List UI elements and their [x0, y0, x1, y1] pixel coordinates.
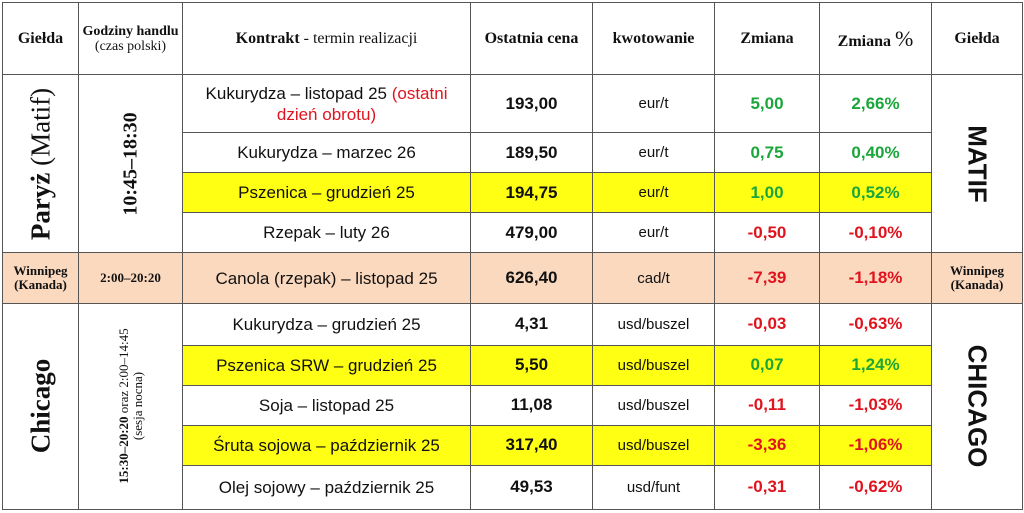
header-exchange-left: Giełda	[2, 1, 79, 76]
header-contract: Kontrakt - termin realizacji	[182, 1, 471, 76]
contract-cell: Kukurydza – marzec 26	[182, 132, 471, 174]
contract-cell: Soja – listopad 25	[182, 384, 471, 426]
unit-cell: eur/t	[592, 212, 715, 254]
table-row: Rzepak – luty 26 479,00 eur/t -0,50 -0,1…	[3, 212, 1023, 254]
change-cell: -0,03	[714, 302, 820, 346]
contract-cell: Olej sojowy – październik 25	[182, 464, 471, 511]
table-row: Śruta sojowa – październik 25 317,40 usd…	[3, 424, 1023, 466]
price-cell: 49,53	[470, 464, 593, 511]
price-cell: 626,40	[470, 252, 593, 304]
unit-cell: usd/buszel	[592, 384, 715, 426]
change-cell: -0,50	[714, 212, 820, 254]
price-cell: 4,31	[470, 302, 593, 346]
table-row: Winnipeg (Kanada) 2:00–20:20 Canola (rzep…	[2, 252, 1023, 304]
change-cell: -0,31	[714, 464, 820, 511]
header-exchange-right: Giełda	[931, 1, 1023, 76]
change-percent-cell: -1,18%	[819, 252, 932, 304]
price-cell: 479,00	[470, 212, 593, 254]
change-cell: -7,39	[714, 252, 820, 304]
contract-cell: Rzepak – luty 26	[182, 212, 471, 254]
price-cell: 5,50	[470, 344, 593, 386]
unit-cell: cad/t	[592, 252, 715, 304]
unit-cell: eur/t	[592, 74, 715, 134]
contract-cell: Śruta sojowa – październik 25	[182, 424, 471, 466]
exchange-winnipeg: Winnipeg (Kanada)	[2, 252, 79, 304]
change-percent-cell: -0,62%	[819, 464, 932, 511]
unit-cell: usd/buszel	[592, 344, 715, 386]
header-last-price: Ostatnia cena	[470, 1, 593, 76]
hours-chicago: 15:30–20:20 oraz 2:00–14:45 (sesja nocna)	[78, 302, 183, 511]
table-row: Pszenica SRW – grudzień 25 5,50 usd/busz…	[3, 344, 1023, 386]
unit-cell: usd/funt	[592, 464, 715, 511]
exchange-chicago: Chicago	[2, 302, 79, 511]
price-cell: 193,00	[470, 74, 593, 134]
table-row: Kukurydza – marzec 26 189,50 eur/t 0,75 …	[3, 132, 1023, 174]
change-percent-cell: 0,52%	[819, 172, 932, 214]
unit-cell: eur/t	[592, 132, 715, 174]
hours-winnipeg: 2:00–20:20	[78, 252, 183, 304]
price-cell: 317,40	[470, 424, 593, 466]
exchange-tag-matif: MATIF	[931, 74, 1023, 254]
change-cell: -0,11	[714, 384, 820, 426]
change-percent-cell: 2,66%	[819, 74, 932, 134]
price-cell: 189,50	[470, 132, 593, 174]
table-row: Chicago 15:30–20:20 oraz 2:00–14:45 (sesj…	[2, 302, 1023, 511]
change-cell: 5,00	[714, 74, 820, 134]
exchange-tag-winnipeg: Winnipeg (Kanada)	[931, 252, 1023, 304]
price-cell: 194,75	[470, 172, 593, 214]
contract-cell: Canola (rzepak) – listopad 25	[182, 252, 471, 304]
change-percent-cell: -0,63%	[819, 302, 932, 346]
unit-cell: usd/buszel	[592, 424, 715, 466]
table-row: Pszenica – grudzień 25 194,75 eur/t 1,00…	[3, 172, 1023, 214]
contract-cell: Pszenica SRW – grudzień 25	[182, 344, 471, 386]
change-percent-cell: -1,03%	[819, 384, 932, 426]
change-percent-cell: -1,06%	[819, 424, 932, 466]
change-percent-cell: 1,24%	[819, 344, 932, 386]
exchange-tag-chicago: CHICAGO	[931, 302, 1023, 511]
unit-cell: usd/buszel	[592, 302, 715, 346]
table-row: Paryż (Matif) 10:45–18:30 Kukurydza – li…	[2, 74, 1023, 254]
change-cell: 1,00	[714, 172, 820, 214]
table-row: Olej sojowy – październik 25 49,53 usd/f…	[3, 464, 1023, 511]
change-percent-cell: 0,40%	[819, 132, 932, 174]
hours-paris: 10:45–18:30	[78, 74, 183, 254]
change-cell: -3,36	[714, 424, 820, 466]
unit-cell: eur/t	[592, 172, 715, 214]
header-change: Zmiana	[714, 1, 820, 76]
header-quote-unit: kwotowanie	[592, 1, 715, 76]
contract-cell: Kukurydza – listopad 25 (ostatni dzień o…	[182, 74, 471, 134]
contract-cell: Kukurydza – grudzień 25	[182, 302, 471, 346]
contract-cell: Pszenica – grudzień 25	[182, 172, 471, 214]
header-change-percent: Zmiana %	[819, 1, 932, 76]
header-row: Giełda Godziny handlu (czas polski) Kont…	[2, 1, 1023, 76]
table-row: Soja – listopad 25 11,08 usd/buszel -0,1…	[3, 384, 1023, 426]
change-cell: 0,07	[714, 344, 820, 386]
exchange-paris: Paryż (Matif)	[2, 74, 79, 254]
last-trading-day-note: (ostatni dzień obrotu)	[276, 83, 448, 124]
change-cell: 0,75	[714, 132, 820, 174]
price-cell: 11,08	[470, 384, 593, 426]
header-trading-hours: Godziny handlu (czas polski)	[78, 1, 183, 76]
change-percent-cell: -0,10%	[819, 212, 932, 254]
